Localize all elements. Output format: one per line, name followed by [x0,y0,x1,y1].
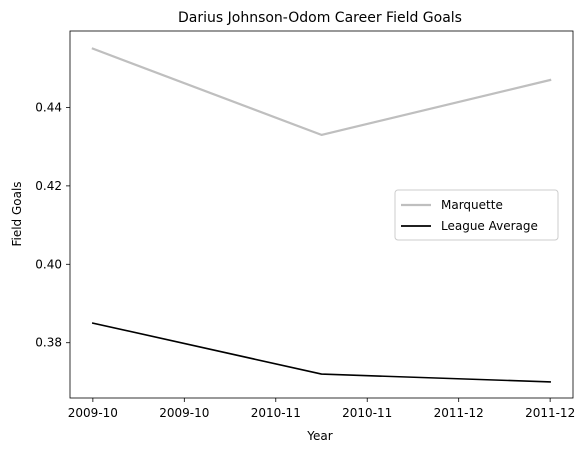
x-tick-label: 2011-12 [525,406,575,420]
chart-title: Darius Johnson-Odom Career Field Goals [178,10,462,26]
x-tick-label: 2011-12 [434,406,484,420]
plot-series [91,47,552,383]
x-tick-label: 2010-11 [342,406,392,420]
x-axis: 2009-10 2009-10 2010-11 2010-11 2011-12 2011-… [68,398,575,420]
legend-label-2: League Average [441,219,538,233]
y-tick-label: 0.42 [35,179,62,193]
legend: Marquette League Average [394,189,559,241]
y-tick-label: 0.44 [35,100,62,114]
y-axis-label: Field Goals [10,181,24,246]
legend-frame [394,189,559,241]
series-line-2 [91,322,551,383]
x-tick-label: 2009-10 [159,406,209,420]
y-tick-label: 0.38 [35,336,62,350]
series-line-1 [91,47,552,136]
plot-frame [69,30,574,399]
y-axis: 0.38 0.40 0.42 0.44 [35,100,70,350]
legend-label-1: Marquette [441,198,503,212]
y-tick-label: 0.40 [35,257,62,271]
x-tick-label: 2010-11 [251,406,301,420]
x-axis-label: Year [306,429,332,443]
x-tick-label: 2009-10 [68,406,118,420]
